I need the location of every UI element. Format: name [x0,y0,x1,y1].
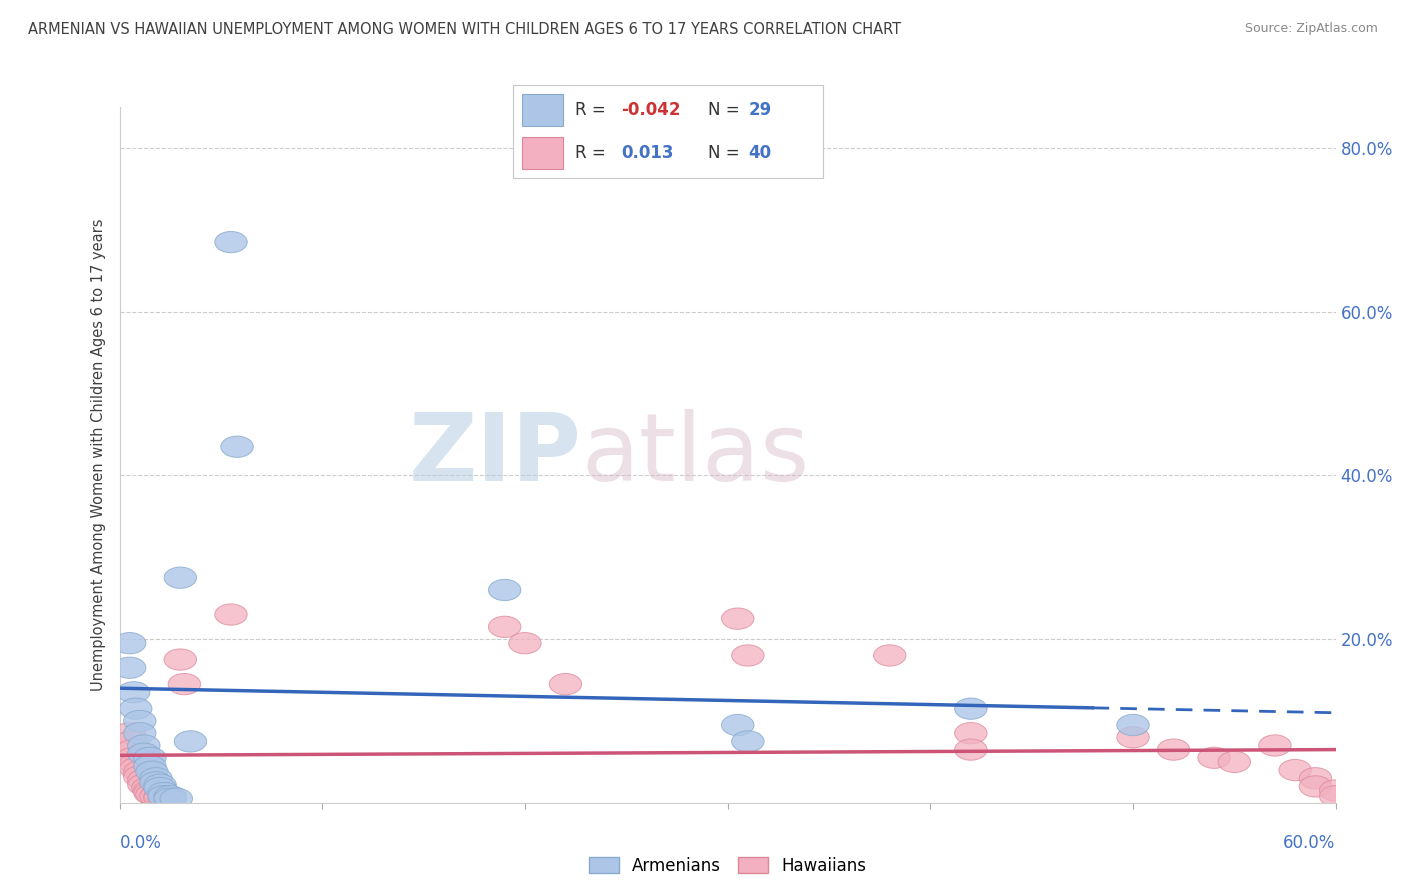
Text: R =: R = [575,101,612,119]
Ellipse shape [155,788,187,809]
Ellipse shape [139,786,172,807]
Ellipse shape [169,673,201,695]
Ellipse shape [134,756,166,777]
Ellipse shape [1218,751,1250,772]
Ellipse shape [134,747,166,768]
Bar [523,95,562,126]
Ellipse shape [550,673,582,695]
Ellipse shape [160,788,193,809]
Ellipse shape [139,768,172,789]
Ellipse shape [128,735,160,756]
Ellipse shape [1319,786,1353,807]
Ellipse shape [165,567,197,589]
Text: 0.0%: 0.0% [120,834,162,852]
Ellipse shape [136,784,169,805]
Text: N =: N = [709,101,745,119]
Ellipse shape [124,710,156,731]
Ellipse shape [134,780,166,801]
Ellipse shape [955,723,987,744]
Text: 0.013: 0.013 [621,145,673,162]
Ellipse shape [731,731,763,752]
Ellipse shape [1279,759,1312,780]
Ellipse shape [136,761,169,782]
Ellipse shape [955,698,987,719]
Ellipse shape [148,782,180,804]
Text: 60.0%: 60.0% [1284,834,1336,852]
Ellipse shape [1319,780,1353,801]
Text: ZIP: ZIP [409,409,582,501]
Ellipse shape [114,632,146,654]
Ellipse shape [488,579,520,600]
Ellipse shape [128,774,160,796]
Ellipse shape [721,608,754,629]
Ellipse shape [1198,747,1230,768]
Ellipse shape [165,648,197,670]
Ellipse shape [115,731,148,752]
Ellipse shape [128,769,160,790]
Ellipse shape [955,739,987,760]
Text: R =: R = [575,145,616,162]
Text: Source: ZipAtlas.com: Source: ZipAtlas.com [1244,22,1378,36]
Ellipse shape [1157,739,1189,760]
Ellipse shape [143,788,176,808]
Ellipse shape [215,604,247,625]
Ellipse shape [873,645,905,666]
Ellipse shape [174,731,207,752]
Ellipse shape [215,231,247,252]
Ellipse shape [1299,768,1331,789]
Ellipse shape [134,782,166,804]
Legend: Armenians, Hawaiians: Armenians, Hawaiians [582,850,873,881]
Ellipse shape [120,698,152,719]
Text: 40: 40 [748,145,772,162]
Bar [523,137,562,169]
Ellipse shape [143,774,176,796]
Ellipse shape [128,743,160,764]
Ellipse shape [139,772,172,793]
Ellipse shape [120,753,152,774]
Ellipse shape [1116,727,1149,748]
Y-axis label: Unemployment Among Women with Children Ages 6 to 17 years: Unemployment Among Women with Children A… [90,219,105,691]
Text: -0.042: -0.042 [621,101,681,119]
Ellipse shape [124,766,156,788]
Ellipse shape [124,723,156,744]
Ellipse shape [721,714,754,736]
Ellipse shape [143,786,176,807]
Ellipse shape [155,788,187,809]
Text: atlas: atlas [582,409,810,501]
Ellipse shape [143,778,176,798]
Ellipse shape [124,761,156,782]
Ellipse shape [1299,776,1331,797]
Ellipse shape [155,786,187,807]
Ellipse shape [148,788,180,809]
Ellipse shape [731,645,763,666]
Ellipse shape [221,436,253,458]
Ellipse shape [114,723,146,744]
Ellipse shape [118,739,150,760]
Ellipse shape [488,616,520,638]
Ellipse shape [120,758,152,779]
Ellipse shape [509,632,541,654]
Ellipse shape [118,681,150,703]
Ellipse shape [1116,714,1149,736]
Ellipse shape [114,657,146,679]
Ellipse shape [118,747,150,768]
Text: 29: 29 [748,101,772,119]
Text: ARMENIAN VS HAWAIIAN UNEMPLOYMENT AMONG WOMEN WITH CHILDREN AGES 6 TO 17 YEARS C: ARMENIAN VS HAWAIIAN UNEMPLOYMENT AMONG … [28,22,901,37]
Ellipse shape [1258,735,1291,756]
Text: N =: N = [709,145,745,162]
Ellipse shape [148,786,180,807]
Ellipse shape [132,778,165,798]
